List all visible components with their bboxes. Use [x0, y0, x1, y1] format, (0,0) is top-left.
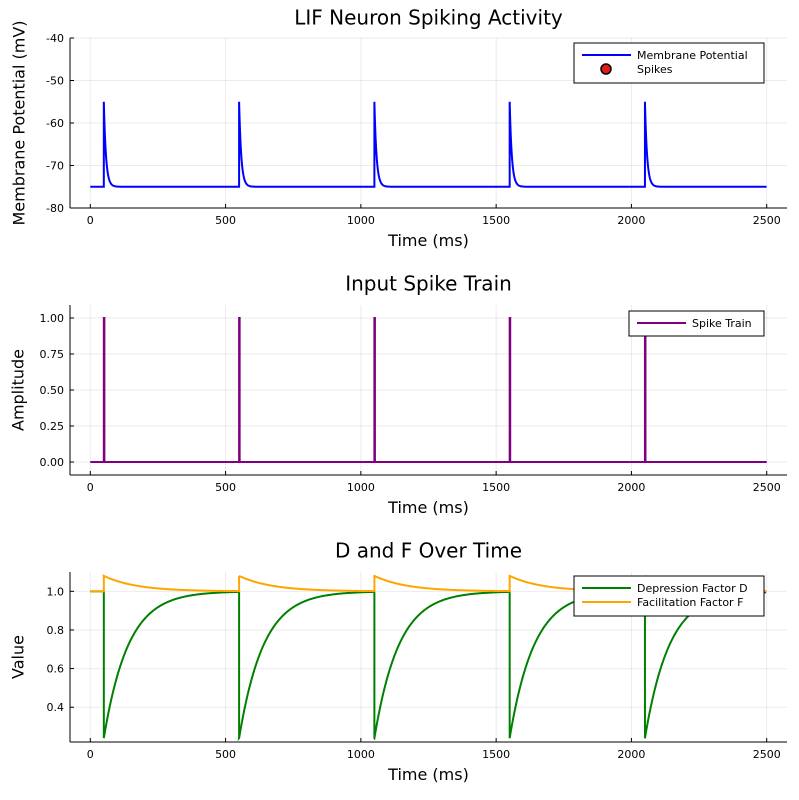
x-tick-label: 2000	[617, 481, 645, 494]
x-axis-label: Time (ms)	[387, 765, 469, 784]
y-tick-label: 1.0	[47, 585, 65, 598]
y-tick-label: -80	[46, 202, 64, 215]
x-tick-label: 500	[215, 214, 236, 227]
x-tick-label: 2500	[753, 748, 781, 761]
x-tick-label: 1500	[482, 214, 510, 227]
legend-marker	[600, 63, 612, 75]
y-axis-label: Amplitude	[9, 349, 28, 431]
y-tick-label: 0.75	[40, 348, 65, 361]
y-tick-label: -70	[46, 160, 64, 173]
x-tick-label: 2500	[753, 481, 781, 494]
legend-label: Facilitation Factor F	[637, 596, 743, 609]
x-tick-label: 2000	[617, 214, 645, 227]
chart-panel-3: 0 500 1000 1500 2000 2500 0.4 0.6 0.8 1.0 D and F …	[9, 539, 787, 784]
x-tick-label: 2500	[753, 214, 781, 227]
x-tick-label: 0	[87, 214, 94, 227]
x-tick-label: 1500	[482, 481, 510, 494]
legend: Spike Train	[628, 310, 765, 337]
chart-title: Input Spike Train	[345, 272, 512, 296]
series-line-depression-factor	[90, 590, 767, 742]
x-tick-label: 0	[87, 481, 94, 494]
y-tick-label: -40	[46, 32, 64, 45]
legend-box	[573, 575, 765, 617]
x-tick-label: 1000	[347, 481, 375, 494]
x-tick-label: 0	[87, 748, 94, 761]
series-line-spike-train	[90, 316, 767, 464]
x-tick-label: 1000	[347, 214, 375, 227]
y-tick-label: 0.25	[40, 420, 65, 433]
plot-area	[90, 316, 767, 464]
y-tick-label: 0.6	[47, 663, 65, 676]
y-tick-label: 0.4	[47, 701, 65, 714]
y-tick-label: -60	[46, 117, 64, 130]
x-tick-label: 2000	[617, 748, 645, 761]
legend-label: Spike Train	[692, 317, 752, 330]
y-axis-label: Membrane Potential (mV)	[10, 20, 29, 225]
chart-panel-2: 0 500 1000 1500 2000 2500 0.00 0.25 0.50 0.75 1.00…	[9, 272, 787, 517]
y-tick-label: 0.50	[40, 384, 65, 397]
chart-title: LIF Neuron Spiking Activity	[294, 6, 563, 30]
x-tick-label: 500	[215, 748, 236, 761]
y-tick-label: 0.8	[47, 624, 65, 637]
legend-box	[573, 42, 765, 84]
y-tick-label: 1.00	[40, 312, 65, 325]
legend-label: Membrane Potential	[637, 49, 748, 62]
y-tick-label: 0.00	[40, 456, 65, 469]
x-tick-label: 1000	[347, 748, 375, 761]
legend-label: Spikes	[637, 63, 673, 76]
y-axis-label: Value	[9, 635, 28, 679]
x-axis-label: Time (ms)	[387, 498, 469, 517]
legend-label: Depression Factor D	[637, 582, 748, 595]
x-tick-label: 1500	[482, 748, 510, 761]
chart-title: D and F Over Time	[335, 539, 522, 563]
y-tick-label: -50	[46, 75, 64, 88]
chart-panel-1: 0 500 1000 1500 2000 2500 -80 -70 -60 -50 -40 LIF N…	[10, 6, 787, 250]
x-axis-label: Time (ms)	[387, 231, 469, 250]
x-tick-label: 500	[215, 481, 236, 494]
plot-area	[90, 101, 767, 188]
series-line-membrane-potential	[90, 101, 767, 188]
